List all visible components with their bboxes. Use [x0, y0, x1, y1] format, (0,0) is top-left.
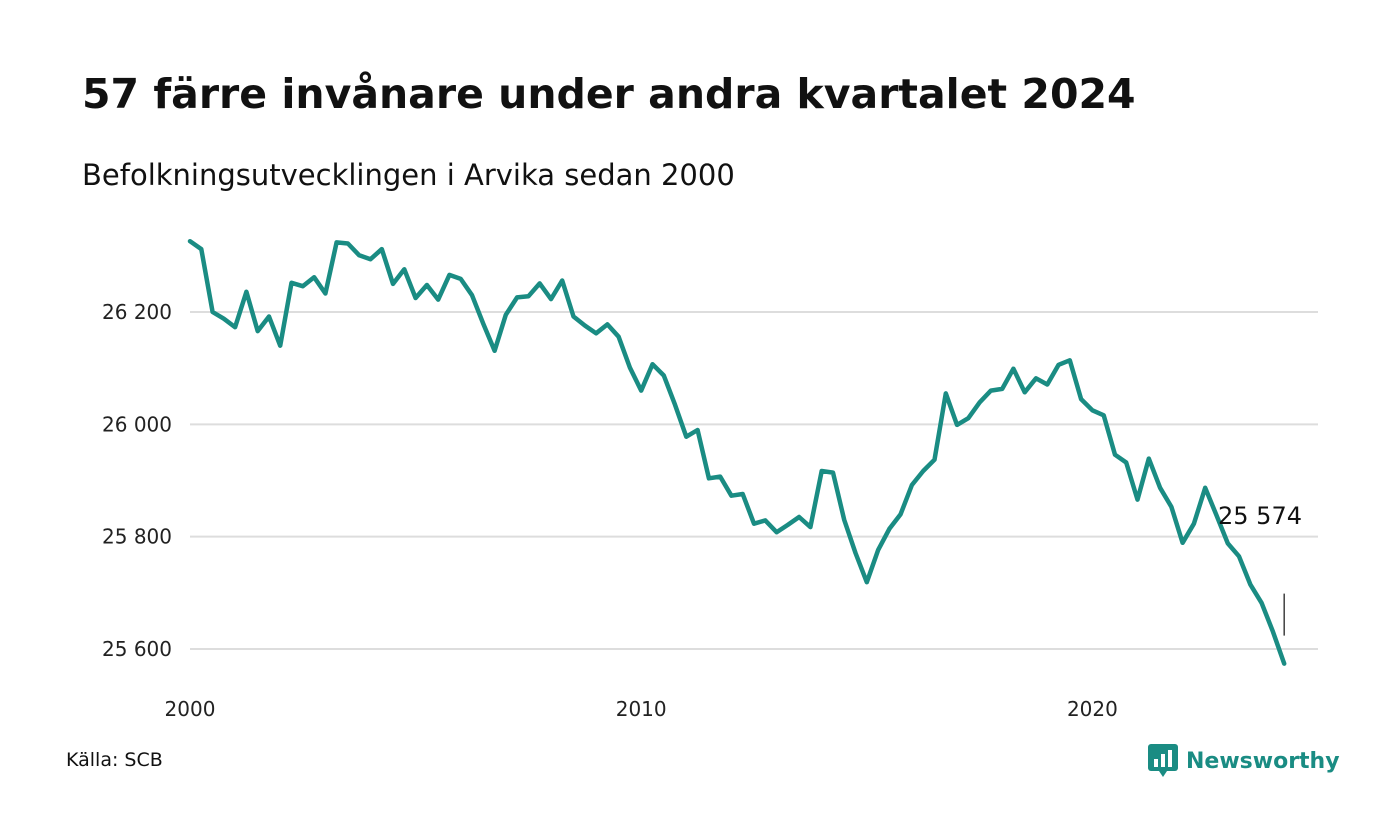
end-annotation: 25 574 — [1218, 502, 1302, 636]
chart-speech-bubble-icon — [1148, 744, 1178, 777]
source-note: Källa: SCB — [66, 749, 163, 771]
y-tick-label: 25 600 — [102, 637, 172, 661]
y-tick-label: 25 800 — [102, 525, 172, 549]
grid-lines — [190, 311, 1318, 650]
y-tick-label: 26 200 — [102, 300, 172, 324]
series-line-0 — [187, 238, 1287, 666]
chart-subtitle: Befolkningsutvecklingen i Arvika sedan 2… — [82, 158, 735, 192]
brand: Newsworthy — [1148, 744, 1340, 778]
x-tick-label: 2000 — [165, 697, 216, 721]
x-axis-tick-labels: 2000 2010 2020 — [165, 697, 1118, 721]
chart-title: 57 färre invånare under andra kvartalet … — [82, 70, 1136, 118]
end-value-label: 25 574 — [1218, 502, 1302, 530]
x-tick-label: 2010 — [616, 697, 667, 721]
series-group — [187, 238, 1287, 666]
x-tick-label: 2020 — [1067, 697, 1118, 721]
y-tick-label: 26 000 — [102, 412, 172, 436]
brand-name: Newsworthy — [1186, 748, 1340, 774]
y-axis-tick-labels: 25 600 25 800 26 000 26 200 — [102, 300, 172, 661]
